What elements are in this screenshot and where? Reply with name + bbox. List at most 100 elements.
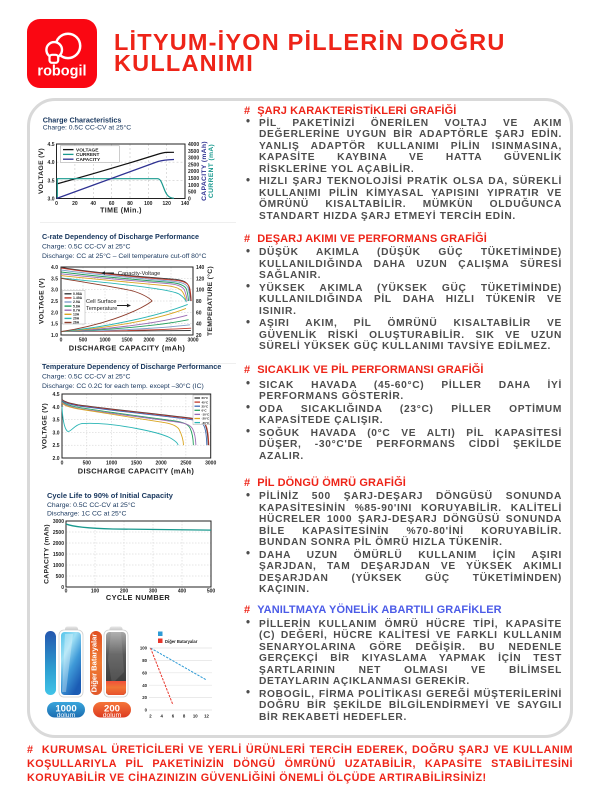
svg-text:120: 120	[196, 276, 205, 282]
svg-text:dolum: dolum	[103, 712, 122, 719]
svg-text:TEMPERATURE (°C): TEMPERATURE (°C)	[206, 266, 214, 336]
svg-text:0: 0	[61, 585, 64, 591]
svg-text:2000: 2000	[53, 541, 64, 547]
svg-text:Diğer Bataryalar: Diğer Bataryalar	[89, 634, 98, 693]
svg-text:3.0: 3.0	[51, 288, 58, 294]
svg-text:0: 0	[65, 589, 68, 595]
svg-text:3.5: 3.5	[53, 418, 60, 424]
svg-text:TIME (Min.): TIME (Min.)	[100, 208, 142, 215]
svg-text:40: 40	[91, 201, 97, 207]
svg-text:100: 100	[91, 589, 100, 595]
svg-text:4.0: 4.0	[51, 265, 58, 271]
svg-text:Discharge: 1C CC at 25°C: Discharge: 1C CC at 25°C	[47, 509, 126, 517]
svg-text:-10°C: -10°C	[202, 413, 211, 417]
svg-text:Charge Characteristics: Charge Characteristics	[43, 115, 122, 124]
svg-text:45°C: 45°C	[202, 400, 210, 404]
svg-text:500: 500	[207, 589, 216, 595]
svg-text:1.0: 1.0	[51, 333, 58, 339]
svg-text:3000: 3000	[188, 156, 199, 162]
svg-text:VOLTAGE (V): VOLTAGE (V)	[38, 148, 45, 194]
svg-text:VOLTAGE (V): VOLTAGE (V)	[39, 278, 46, 324]
svg-text:4.0: 4.0	[48, 160, 55, 166]
svg-text:4.5: 4.5	[48, 142, 55, 148]
svg-text:300: 300	[149, 589, 158, 595]
svg-text:Discharge: CC at 25°C – Cell t: Discharge: CC at 25°C – Cell temperature…	[42, 252, 206, 260]
svg-text:0: 0	[55, 201, 58, 207]
svg-text:1000: 1000	[106, 461, 117, 467]
svg-text:1500: 1500	[188, 176, 199, 182]
svg-text:20A: 20A	[73, 317, 80, 321]
svg-text:200: 200	[120, 589, 129, 595]
svg-text:140: 140	[181, 201, 190, 207]
svg-text:2.0: 2.0	[53, 456, 60, 462]
svg-text:40: 40	[142, 683, 147, 688]
svg-text:VOLTAGE: VOLTAGE	[76, 147, 99, 153]
svg-text:1500: 1500	[121, 338, 132, 344]
svg-text:robogil: robogil	[37, 63, 86, 79]
svg-text:400: 400	[178, 589, 187, 595]
svg-text:2500: 2500	[165, 338, 176, 344]
svg-text:0.98A: 0.98A	[73, 292, 83, 296]
svg-text:C-rate Dependency of Discharge: C-rate Dependency of Discharge Performan…	[42, 232, 199, 241]
svg-text:200: 200	[104, 703, 120, 714]
svg-text:1500: 1500	[53, 552, 64, 558]
svg-text:Charge: 0.5C CC-CV at 25°C: Charge: 0.5C CC-CV at 25°C	[42, 243, 131, 251]
svg-text:0: 0	[60, 338, 63, 344]
svg-text:80: 80	[196, 299, 202, 305]
svg-text:40: 40	[196, 322, 202, 328]
svg-text:Cycle Life to 90% of Initial C: Cycle Life to 90% of Initial Capacity	[47, 491, 174, 500]
svg-text:1.5: 1.5	[51, 322, 58, 328]
svg-text:3.0: 3.0	[48, 197, 55, 203]
svg-text:2000: 2000	[143, 338, 154, 344]
svg-text:Capacity-Voltage: Capacity-Voltage	[118, 271, 160, 277]
svg-text:8: 8	[183, 714, 186, 719]
svg-text:1.49A: 1.49A	[73, 296, 83, 300]
svg-text:1000: 1000	[99, 338, 110, 344]
svg-text:2.9A: 2.9A	[73, 300, 81, 304]
svg-text:Temperature Dependency of Disc: Temperature Dependency of Discharge Perf…	[42, 362, 221, 371]
svg-text:20: 20	[196, 333, 202, 339]
svg-text:5.8A: 5.8A	[73, 304, 81, 308]
svg-text:0: 0	[188, 196, 191, 202]
svg-text:Diğer Bataryalar: Diğer Bataryalar	[165, 639, 198, 644]
svg-text:8.7A: 8.7A	[73, 308, 81, 312]
svg-text:1000: 1000	[55, 703, 76, 714]
svg-text:25°C: 25°C	[202, 404, 210, 408]
svg-text:1000: 1000	[188, 183, 199, 189]
svg-text:12: 12	[204, 714, 209, 719]
svg-text:13A: 13A	[73, 313, 80, 317]
svg-text:100: 100	[140, 646, 148, 651]
svg-text:DISCHARGE CAPACITY (mAh): DISCHARGE CAPACITY (mAh)	[78, 467, 195, 476]
svg-text:2: 2	[149, 714, 152, 719]
svg-text:2000: 2000	[156, 461, 167, 467]
svg-text:2500: 2500	[180, 461, 191, 467]
svg-text:3.5: 3.5	[51, 276, 58, 282]
svg-text:3000: 3000	[187, 338, 198, 344]
svg-text:10: 10	[193, 714, 198, 719]
svg-text:Charge: 0.5C CC-CV at 25°C: Charge: 0.5C CC-CV at 25°C	[43, 123, 132, 131]
svg-text:3.0: 3.0	[53, 430, 60, 436]
svg-text:CYCLE NUMBER: CYCLE NUMBER	[106, 593, 171, 602]
svg-text:4: 4	[161, 714, 164, 719]
svg-text:3000: 3000	[53, 519, 64, 525]
svg-text:Charge: 0.5C CC-CV at 25°C: Charge: 0.5C CC-CV at 25°C	[42, 373, 131, 381]
svg-text:60: 60	[109, 201, 115, 207]
svg-text:CAPACITY: CAPACITY	[76, 157, 101, 163]
svg-text:2.0: 2.0	[51, 310, 58, 316]
svg-text:1500: 1500	[131, 461, 142, 467]
svg-text:80: 80	[142, 658, 147, 663]
svg-text:60°C: 60°C	[202, 396, 210, 400]
svg-text:1000: 1000	[53, 563, 64, 569]
svg-text:140: 140	[196, 265, 205, 271]
svg-text:CAPACITY (mAh): CAPACITY (mAh)	[201, 141, 208, 201]
svg-text:DISCHARGE CAPACITY (mAh): DISCHARGE CAPACITY (mAh)	[69, 344, 186, 353]
svg-text:500: 500	[83, 461, 92, 467]
svg-text:4000: 4000	[188, 142, 199, 148]
svg-text:Temperature: Temperature	[86, 306, 117, 312]
svg-text:500: 500	[79, 338, 88, 344]
svg-text:Charge: 0.5C CC-CV at 25°C: Charge: 0.5C CC-CV at 25°C	[47, 501, 136, 509]
svg-text:CURRENT: CURRENT	[76, 152, 100, 158]
svg-text:26A: 26A	[73, 321, 80, 325]
svg-text:0: 0	[61, 461, 64, 467]
svg-text:0: 0	[145, 708, 148, 713]
